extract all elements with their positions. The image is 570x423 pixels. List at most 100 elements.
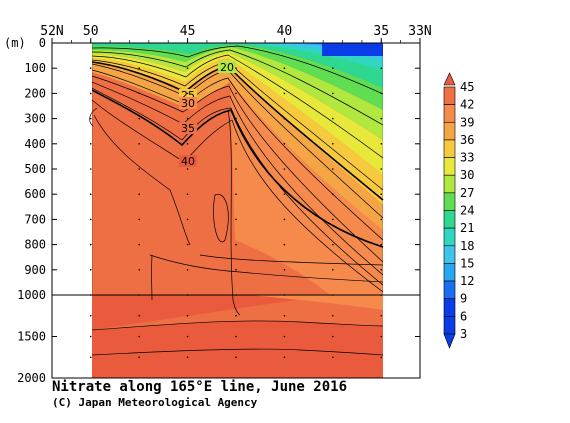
sample-point bbox=[283, 314, 286, 317]
sample-point bbox=[89, 335, 92, 338]
sample-point bbox=[332, 193, 334, 195]
y-tick-label: 2000 bbox=[17, 371, 46, 385]
sample-point bbox=[186, 92, 189, 95]
sample-point bbox=[235, 243, 237, 246]
sample-point bbox=[186, 243, 189, 246]
sample-point bbox=[380, 356, 383, 359]
sample-point bbox=[332, 117, 334, 120]
sample-point bbox=[89, 143, 92, 145]
colorbar-segment bbox=[443, 227, 456, 247]
sample-point bbox=[138, 143, 140, 145]
sample-point bbox=[89, 92, 92, 95]
colorbar-label: 15 bbox=[460, 256, 474, 270]
colorbar: 45 42 39 36 33 30 27 24 21 18 15 12 9 6 3 bbox=[443, 72, 474, 349]
sample-point bbox=[235, 67, 237, 69]
sample-point bbox=[380, 314, 383, 317]
colorbar-label: 9 bbox=[460, 292, 467, 306]
y-tick-label: 700 bbox=[24, 212, 46, 226]
colorbar-label: 21 bbox=[460, 221, 474, 235]
y-tick-label: 1000 bbox=[17, 288, 46, 302]
sample-point bbox=[283, 335, 286, 338]
colorbar-segment bbox=[443, 174, 456, 194]
sample-point bbox=[332, 356, 334, 359]
sample-point bbox=[186, 168, 189, 170]
sample-point bbox=[283, 117, 286, 120]
y-tick-label: 500 bbox=[24, 162, 46, 176]
sample-point bbox=[380, 193, 383, 195]
y-tick-label: 1500 bbox=[17, 330, 46, 344]
x-tick-label: 33N bbox=[408, 24, 431, 39]
colorbar-top-cap bbox=[443, 72, 456, 86]
colorbar-label: 18 bbox=[460, 239, 474, 253]
colorbar-label: 30 bbox=[460, 168, 474, 182]
colorbar-segment bbox=[443, 245, 456, 264]
sample-point bbox=[235, 335, 237, 338]
sample-point bbox=[186, 67, 189, 69]
sample-point bbox=[138, 269, 140, 271]
sample-point bbox=[332, 143, 334, 145]
sample-point bbox=[186, 193, 189, 195]
colorbar-segment bbox=[443, 298, 456, 317]
sample-point bbox=[332, 269, 334, 271]
sample-point bbox=[332, 67, 334, 69]
colorbar-segment bbox=[443, 121, 456, 141]
sample-point bbox=[235, 193, 237, 195]
colorbar-segment bbox=[443, 157, 456, 176]
y-tick-label: 200 bbox=[24, 86, 46, 100]
sample-point bbox=[380, 218, 383, 221]
chart-title: Nitrate along 165°E line, June 2016 bbox=[52, 379, 348, 395]
sample-point bbox=[283, 168, 286, 170]
sample-point bbox=[186, 218, 189, 221]
sample-point bbox=[138, 356, 140, 359]
chart-credit: (C) Japan Meteorological Agency bbox=[52, 396, 258, 409]
sample-point bbox=[283, 269, 286, 271]
x-tick-label: 45 bbox=[180, 24, 196, 39]
sample-point bbox=[283, 143, 286, 145]
sample-point bbox=[235, 218, 237, 221]
sample-point bbox=[89, 168, 92, 170]
sample-point bbox=[380, 269, 383, 271]
y-tick-label: 400 bbox=[24, 137, 46, 151]
sample-point bbox=[380, 168, 383, 170]
colorbar-label: 6 bbox=[460, 309, 467, 323]
colorbar-segment bbox=[443, 86, 456, 105]
sample-point bbox=[186, 143, 189, 145]
colorbar-label: 27 bbox=[460, 186, 474, 200]
sample-point bbox=[138, 117, 140, 120]
colorbar-segment bbox=[443, 139, 456, 158]
sample-point bbox=[186, 269, 189, 271]
sample-point bbox=[332, 335, 334, 338]
x-tick-label: 50 bbox=[83, 24, 99, 39]
y-tick-label: 600 bbox=[24, 187, 46, 201]
sample-point bbox=[138, 67, 140, 69]
sample-point bbox=[138, 92, 140, 95]
x-axis: 52N 50 45 40 35 33N bbox=[40, 24, 432, 43]
sample-point bbox=[332, 168, 334, 170]
sample-point bbox=[186, 117, 189, 120]
sample-point bbox=[138, 193, 140, 195]
sample-point bbox=[380, 335, 383, 338]
contour-label: 40 bbox=[181, 155, 195, 168]
x-tick-label: 35 bbox=[373, 24, 389, 39]
colorbar-label: 3 bbox=[460, 327, 467, 341]
sample-point bbox=[89, 243, 92, 246]
sample-point bbox=[380, 67, 383, 69]
sample-point bbox=[89, 67, 92, 69]
sample-point bbox=[380, 117, 383, 120]
y-tick-label: 900 bbox=[24, 263, 46, 277]
sample-point bbox=[283, 356, 286, 359]
sample-point bbox=[138, 168, 140, 170]
colorbar-label: 42 bbox=[460, 98, 474, 112]
sample-point bbox=[332, 218, 334, 221]
sample-point bbox=[138, 243, 140, 246]
y-tick-label: 100 bbox=[24, 61, 46, 75]
sample-point bbox=[89, 356, 92, 359]
y-axis: 0 100 200 300 400 500 600 700 800 900 1000 1500 2000… bbox=[4, 36, 420, 385]
sample-point bbox=[186, 314, 189, 317]
sample-point bbox=[235, 168, 237, 170]
sample-point bbox=[380, 243, 383, 246]
sample-point bbox=[89, 117, 92, 120]
sample-point bbox=[186, 335, 189, 338]
y-tick-label: 300 bbox=[24, 112, 46, 126]
sample-point bbox=[138, 218, 140, 221]
